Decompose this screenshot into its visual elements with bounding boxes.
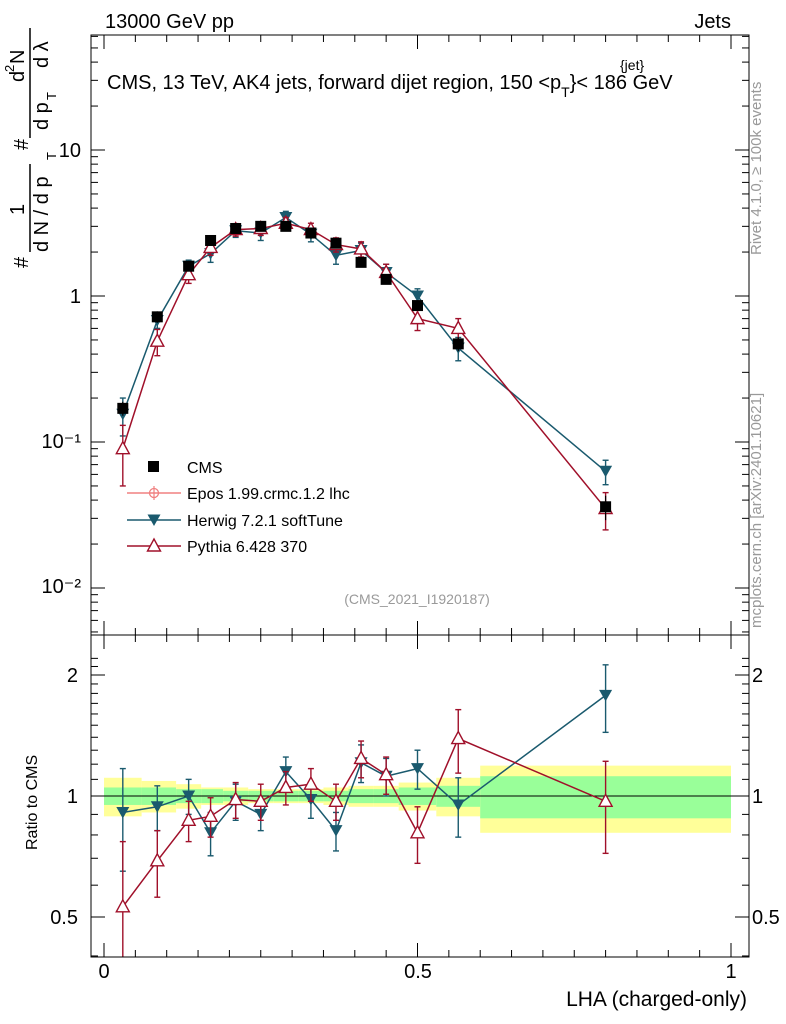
svg-text:d λ: d λ bbox=[31, 41, 53, 68]
cms-point bbox=[280, 220, 292, 232]
cms-point bbox=[117, 402, 129, 414]
main-y-tick-label: 10⁻² bbox=[42, 576, 82, 598]
pythia-ratio-point bbox=[328, 792, 344, 808]
herwig-ratio-point bbox=[329, 825, 343, 837]
cms-point bbox=[230, 222, 242, 234]
x-axis-label: LHA (charged-only) bbox=[566, 988, 747, 1011]
x-tick-label: 0.5 bbox=[404, 961, 432, 983]
main-y-tick-labels: 10 1 10⁻¹ 10⁻² bbox=[42, 140, 82, 598]
pythia-ratio-point bbox=[303, 775, 319, 790]
cms-point bbox=[255, 220, 267, 232]
ratio-y-tick-label-left: 0.5 bbox=[50, 907, 78, 929]
cms-point bbox=[151, 311, 163, 323]
main-y-tick-label: 10 bbox=[59, 140, 81, 162]
pythia-ratio-point bbox=[353, 749, 369, 765]
pythia-ratio-point bbox=[409, 824, 426, 839]
svg-text:#: # bbox=[11, 138, 33, 150]
ratio-y-tick-label-left: 1 bbox=[67, 786, 78, 808]
herwig-ratio-point bbox=[451, 799, 465, 811]
pythia-point bbox=[149, 332, 165, 347]
pythia-point bbox=[115, 440, 131, 455]
pythia-point bbox=[353, 240, 369, 255]
pythia-point bbox=[409, 310, 426, 325]
plot-title: CMS, 13 TeV, AK4 jets, forward dijet reg… bbox=[107, 72, 673, 100]
cms-point bbox=[205, 234, 217, 246]
x-tick-label: 1 bbox=[725, 961, 736, 983]
legend-label-herwig: Herwig 7.2.1 softTune bbox=[187, 513, 343, 530]
mcplots-label: mcplots.cern.ch [arXiv:2401.10621] bbox=[748, 393, 765, 628]
main-y-axis-label: # 1 d N / d p T # d 2 N d p T d λ bbox=[2, 28, 59, 268]
pythia-ratio-point bbox=[597, 792, 614, 808]
legend-label-pythia: Pythia 6.428 370 bbox=[187, 539, 307, 556]
herwig-ratio-point bbox=[599, 689, 613, 702]
svg-text:d: d bbox=[7, 71, 29, 82]
legend-label-cms: CMS bbox=[187, 460, 223, 477]
herwig-ratio-point bbox=[116, 806, 130, 819]
pythia-ratio-point bbox=[378, 766, 394, 781]
legend: CMS Epos 1.99.crmc.1.2 lhc Herwig 7.2.1 … bbox=[127, 460, 350, 556]
herwig-ratio-point bbox=[150, 801, 164, 813]
svg-text:2: 2 bbox=[2, 65, 17, 72]
svg-text:1: 1 bbox=[7, 204, 29, 215]
main-y-tick-label: 10⁻¹ bbox=[42, 431, 82, 453]
cms-point bbox=[600, 501, 612, 513]
pythia-ratio-point bbox=[253, 792, 269, 808]
main-panel-series bbox=[115, 210, 614, 531]
svg-text:T: T bbox=[44, 152, 59, 160]
cms-point bbox=[355, 256, 367, 268]
legend-marker-cms bbox=[148, 461, 159, 472]
plot-title-end: }< 186 GeV bbox=[570, 72, 674, 94]
plot-title-sup: {jet} bbox=[620, 57, 644, 73]
rivet-version-label: Rivet 4.1.0, ≥ 100k events bbox=[748, 82, 765, 255]
legend-marker-epos bbox=[148, 487, 160, 499]
pythia-point bbox=[180, 266, 197, 281]
plot-title-sub: T bbox=[561, 84, 570, 100]
category-label: Jets bbox=[694, 11, 731, 33]
cms-point bbox=[330, 237, 342, 249]
pythia-ratio-point bbox=[278, 779, 294, 794]
herwig-ratio-point bbox=[411, 763, 424, 775]
main-y-tick-label: 1 bbox=[70, 286, 81, 308]
ratio-panel-series bbox=[115, 664, 614, 957]
pythia-point bbox=[202, 238, 219, 254]
ratio-y-tick-label-left: 2 bbox=[67, 665, 78, 687]
ratio-y-tick-label-right: 2 bbox=[752, 665, 763, 687]
ratio-y-tick-label-right: 1 bbox=[752, 786, 763, 808]
pythia-ratio-point bbox=[450, 730, 466, 745]
pythia-ratio-point bbox=[115, 898, 131, 913]
pythia-ratio-point bbox=[149, 852, 165, 867]
legend-label-epos: Epos 1.99.crmc.1.2 lhc bbox=[187, 486, 350, 503]
herwig-point bbox=[599, 465, 613, 478]
pythia-ratio-point bbox=[180, 811, 197, 827]
pythia-ratio-point bbox=[202, 807, 219, 823]
cms-point bbox=[412, 300, 423, 312]
legend-marker-herwig bbox=[147, 514, 161, 526]
herwig-ratio-point bbox=[182, 790, 196, 802]
herwig-point bbox=[329, 249, 343, 262]
x-tick-label: 0 bbox=[98, 961, 109, 983]
svg-text:#: # bbox=[11, 256, 33, 268]
cms-point bbox=[452, 338, 464, 350]
cms-point bbox=[380, 273, 392, 285]
svg-text:T: T bbox=[44, 92, 59, 100]
plot-title-main: CMS, 13 TeV, AK4 jets, forward dijet reg… bbox=[107, 72, 561, 94]
svg-text:d N / d p: d N / d p bbox=[31, 176, 53, 252]
ratio-y-axis-label: Ratio to CMS bbox=[24, 755, 41, 850]
ratio-y-tick-labels: 2 1 0.5 2 1 0.5 bbox=[50, 665, 780, 929]
legend-marker-pythia bbox=[146, 537, 162, 552]
herwig-line bbox=[122, 216, 607, 472]
energy-label: 13000 GeV pp bbox=[105, 11, 234, 33]
svg-text:d p: d p bbox=[31, 102, 53, 130]
pythia-ratio-point bbox=[227, 791, 244, 806]
svg-text:N: N bbox=[7, 50, 29, 64]
pythia-point bbox=[450, 319, 466, 335]
cms-point bbox=[183, 260, 195, 272]
analysis-id: (CMS_2021_I1920187) bbox=[344, 591, 490, 607]
axis-ticks bbox=[91, 35, 749, 957]
x-tick-labels: 0 0.5 1 bbox=[98, 961, 736, 983]
herwig-point bbox=[411, 290, 424, 302]
cms-point bbox=[305, 227, 317, 239]
ratio-y-tick-label-right: 0.5 bbox=[752, 907, 780, 929]
